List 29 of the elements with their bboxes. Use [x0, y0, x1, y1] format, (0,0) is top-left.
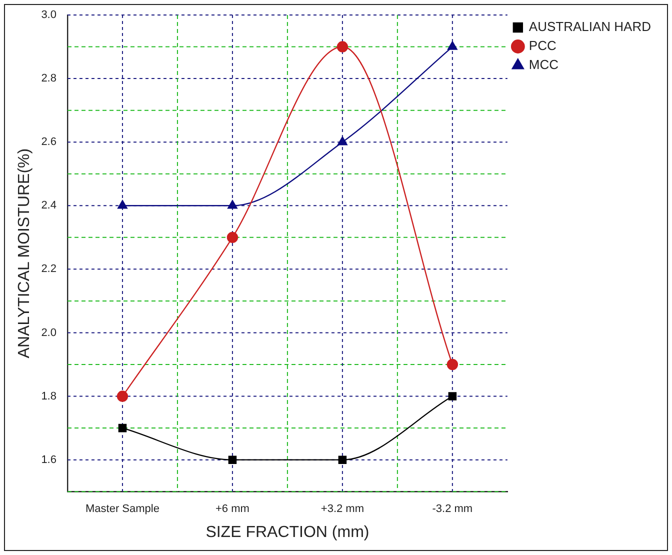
point: [338, 136, 348, 146]
y-tick-label: 1.8: [41, 390, 56, 402]
point: [118, 424, 127, 432]
point: [118, 200, 128, 209]
y-tick-label: 2.2: [41, 263, 56, 276]
point: [338, 456, 347, 464]
point: [448, 41, 458, 50]
legend-label: AUSTRALIAN HARD: [528, 19, 651, 34]
point: [226, 232, 238, 244]
y-tick-label: 1.6: [41, 454, 56, 466]
y-tick-label: 3.0: [41, 9, 56, 22]
point: [446, 358, 458, 370]
y-tick-label: 2.0: [41, 326, 56, 339]
point: [228, 200, 238, 209]
x-tick-label: +3.2 mm: [320, 503, 364, 516]
y-axis-title: ANALYTICAL MOISTURE(%): [16, 148, 34, 358]
point: [228, 456, 237, 464]
point: [116, 390, 128, 402]
y-tick-label: 2.8: [41, 72, 56, 85]
x-tick-label: Master Sample: [85, 503, 160, 516]
point: [336, 41, 348, 52]
y-tick-label: 2.6: [41, 136, 56, 148]
legend-label: PCC: [528, 38, 556, 54]
x-tick-label: -3.2 mm: [432, 503, 473, 516]
y-tick-label: 2.4: [41, 200, 56, 212]
x-axis-title: SIZE FRACTION (mm): [206, 524, 370, 541]
x-tick-label: +6 mm: [215, 503, 250, 516]
point: [448, 392, 457, 400]
legend-label: MCC: [528, 57, 559, 72]
